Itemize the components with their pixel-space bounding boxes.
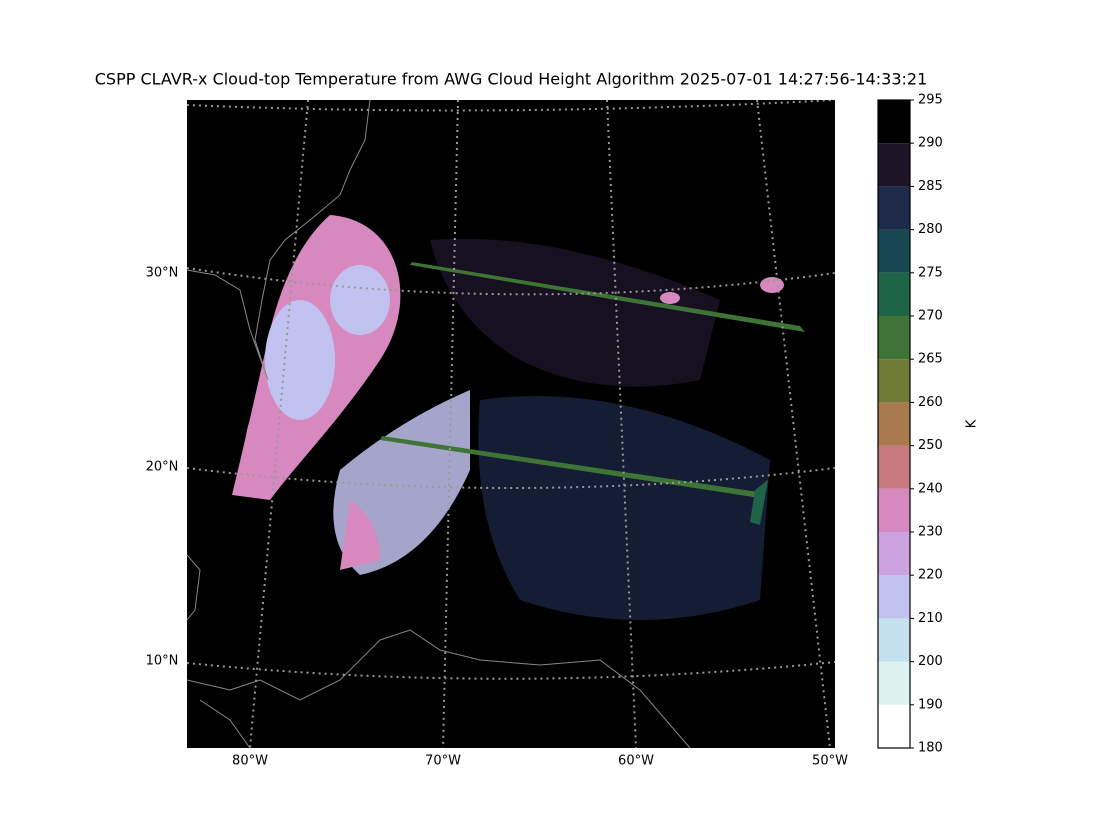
colorbar-tick-label: 260 [918, 395, 943, 410]
cloud-region [760, 277, 784, 293]
colorbar-level [878, 618, 910, 662]
coastline [199, 699, 251, 748]
colorbar-tick-label: 290 [918, 136, 943, 151]
colorbar-level [878, 229, 910, 273]
colorbar-level [878, 143, 910, 187]
graticule [187, 100, 835, 748]
colorbar-tick-label: 280 [918, 222, 943, 237]
colorbar-tick-label: 295 [918, 93, 943, 108]
cloud-streak [410, 262, 805, 332]
colorbar-level [878, 575, 910, 619]
parallel [187, 661, 835, 680]
colorbar-tick-label: 190 [918, 697, 943, 712]
coastline [187, 554, 201, 621]
coastlines [187, 100, 691, 748]
colorbar-tick-label: 180 [918, 741, 943, 756]
colorbar-tick-label: 200 [918, 654, 943, 669]
colorbar-tick-label: 220 [918, 568, 943, 583]
colorbar-level [878, 488, 910, 532]
colorbar-tick-label: 210 [918, 611, 943, 626]
lat-label: 10°N [146, 654, 179, 669]
lon-label: 60°W [618, 754, 654, 769]
colorbar-level [878, 402, 910, 446]
meridian [442, 100, 459, 748]
cloud-region [245, 410, 275, 490]
colorbar-tick-label: 285 [918, 179, 943, 194]
cloud-streak [380, 436, 760, 498]
lon-label: 80°W [232, 754, 268, 769]
colorbar-label: K [965, 419, 980, 428]
colorbar-level [878, 704, 910, 748]
cloud-region [265, 300, 335, 420]
colorbar-level [878, 445, 910, 489]
colorbar: 180 190 200 210 220 230 240 250 260 265 270 275 280 2… [877, 93, 943, 756]
lon-label: 50°W [812, 754, 848, 769]
colorbar-level [878, 272, 910, 316]
colorbar-tick-label: 275 [918, 265, 943, 280]
lat-label: 30°N [146, 266, 179, 281]
colorbar-tick-label: 230 [918, 525, 943, 540]
cloud-region [340, 500, 380, 570]
cloud-region [430, 238, 720, 387]
colorbar-level [878, 316, 910, 360]
colorbar-level [878, 186, 910, 230]
parallel [187, 467, 835, 489]
lat-label: 20°N [146, 460, 179, 475]
colorbar-level [878, 100, 910, 144]
meridian [606, 100, 637, 748]
meridian [756, 100, 831, 748]
lon-label: 70°W [425, 754, 461, 769]
parallel [187, 267, 835, 296]
colorbar-tick-label: 265 [918, 352, 943, 367]
cloud-region [478, 396, 770, 620]
parallel [187, 100, 835, 112]
map-title: CSPP CLAVR-x Cloud-top Temperature from … [95, 70, 928, 89]
colorbar-level [878, 661, 910, 705]
colorbar-tick-label: 250 [918, 438, 943, 453]
cloud-region [660, 292, 680, 304]
colorbar-frame [877, 99, 911, 749]
map [187, 100, 835, 748]
cloud-streak [750, 480, 768, 525]
colorbar-tick-label: 240 [918, 481, 943, 496]
coastline [187, 100, 371, 381]
meridian [249, 100, 309, 748]
cloud-region [330, 265, 390, 335]
colorbar-tick-label: 270 [918, 309, 943, 324]
clouds [232, 215, 805, 620]
colorbar-level [878, 532, 910, 576]
coastline [187, 629, 691, 748]
colorbar-level [878, 359, 910, 403]
